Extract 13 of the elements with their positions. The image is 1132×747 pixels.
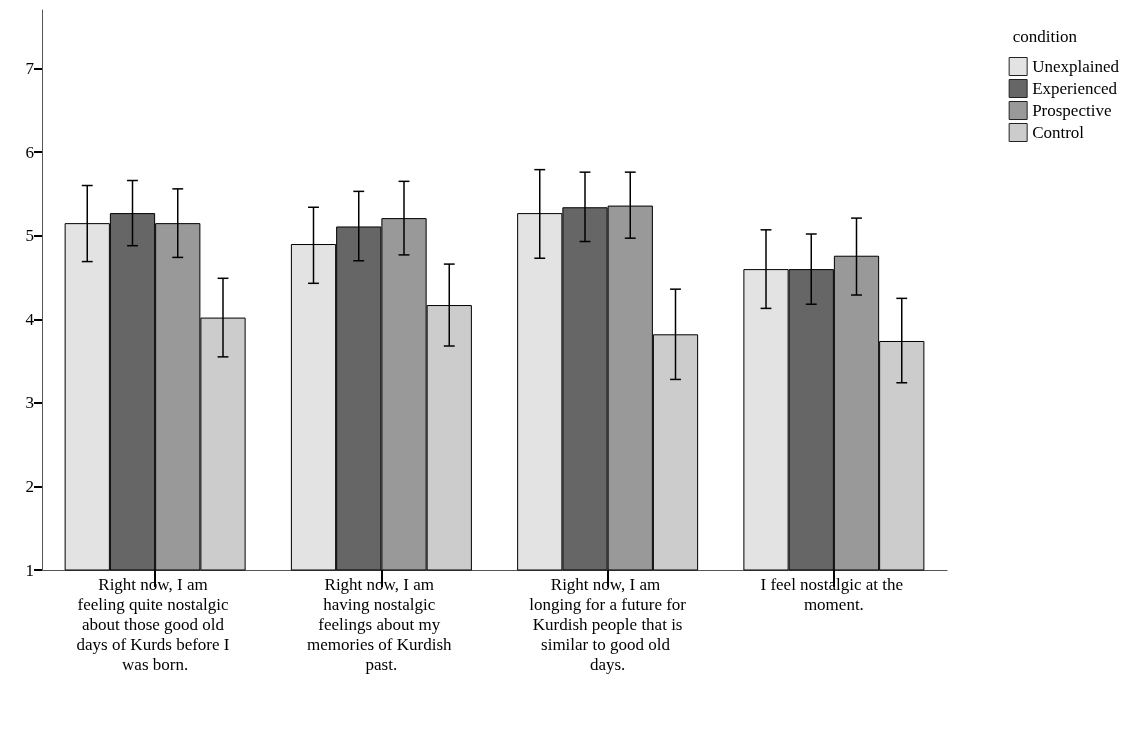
legend-label: Prospective [1032,101,1112,120]
y-tick-label: 3 [25,393,34,413]
legend-label: Experienced [1032,79,1118,98]
y-tick-label: 1 [25,560,34,580]
x-tick-label: I feel nostalgic at the moment. [760,574,908,614]
legend-label: Unexplained [1032,57,1120,76]
y-tick-label: 5 [25,226,34,246]
legend-title: condition [1012,27,1078,46]
y-tick-label: 4 [25,309,35,329]
y-tick-label: 6 [25,142,34,162]
y-tick-label: 2 [25,476,34,496]
legend-label: Control [1032,123,1085,142]
y-tick-label: 7 [25,59,35,79]
